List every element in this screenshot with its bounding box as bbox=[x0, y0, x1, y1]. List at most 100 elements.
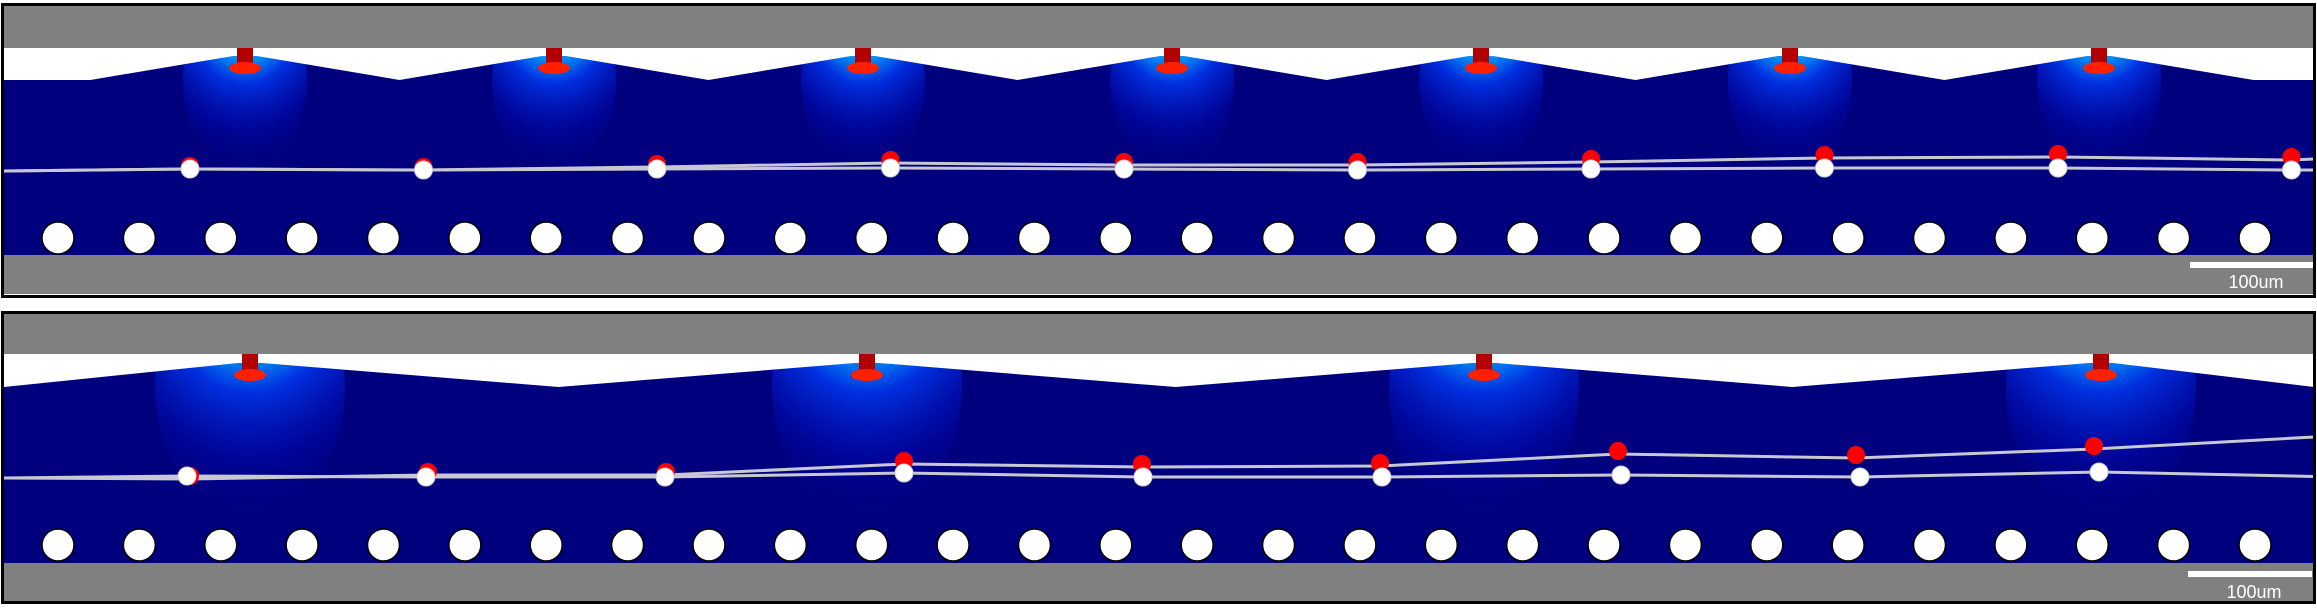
trajectory-red bbox=[4, 155, 2314, 173]
pillar bbox=[854, 528, 889, 562]
particle-white bbox=[416, 467, 436, 487]
panel-top: 100um bbox=[4, 6, 2314, 294]
pillar bbox=[692, 528, 726, 562]
particle-red bbox=[2049, 145, 2067, 163]
pillar bbox=[773, 221, 808, 255]
pillar bbox=[773, 528, 808, 562]
particle-white bbox=[1372, 467, 1392, 487]
pillar bbox=[448, 221, 482, 255]
particle-white bbox=[177, 466, 197, 486]
bottom-wall bbox=[4, 255, 2314, 294]
particle-white bbox=[1348, 160, 1367, 180]
pillar bbox=[529, 221, 563, 255]
pillar bbox=[1994, 528, 2028, 562]
pillar bbox=[1017, 528, 1052, 562]
particle-white bbox=[2048, 158, 2068, 178]
pillar bbox=[1017, 221, 1052, 255]
pillar bbox=[1261, 528, 1296, 562]
pillar bbox=[1261, 221, 1296, 255]
outlet-mouth bbox=[234, 369, 266, 381]
outlet-mouth bbox=[847, 62, 879, 74]
outlet-mouth bbox=[2085, 369, 2117, 381]
pillar bbox=[936, 528, 970, 562]
outlet-mouth bbox=[851, 369, 883, 381]
pillar bbox=[203, 528, 238, 562]
outlet-mouth bbox=[229, 62, 261, 74]
pillar bbox=[1912, 221, 1947, 255]
particle-trajectories bbox=[4, 435, 2314, 481]
pillar bbox=[692, 221, 726, 255]
pillar bbox=[1668, 221, 1703, 255]
panel-top-frame bbox=[1, 3, 2316, 298]
channel-roof bbox=[4, 48, 2314, 80]
particle-red bbox=[1847, 446, 1865, 464]
outlet-mouth bbox=[538, 62, 570, 74]
particle-white bbox=[1133, 467, 1153, 487]
pillar bbox=[366, 528, 401, 562]
pillar-array bbox=[41, 528, 2272, 562]
particle-white bbox=[655, 467, 675, 487]
pillar bbox=[1180, 528, 1214, 562]
pillar bbox=[1750, 528, 1784, 562]
outlets bbox=[234, 354, 2117, 381]
pillar bbox=[1994, 221, 2028, 255]
bottom-wall bbox=[4, 563, 2314, 601]
pillar bbox=[41, 221, 75, 255]
pillar bbox=[1750, 221, 1784, 255]
outlet-mouth bbox=[2083, 62, 2115, 74]
pillar bbox=[1424, 528, 1459, 562]
trajectory-red bbox=[4, 435, 2314, 481]
particles bbox=[180, 145, 2301, 180]
scale-bar-label: 100um bbox=[2228, 272, 2283, 292]
particle-red bbox=[1815, 146, 1834, 164]
pillar bbox=[1180, 221, 1214, 255]
scale-bar bbox=[2188, 571, 2312, 577]
pillar bbox=[1343, 221, 1377, 255]
particle-red bbox=[2282, 148, 2301, 166]
channel-roof bbox=[4, 354, 2314, 387]
pillar bbox=[2238, 528, 2272, 562]
pillar bbox=[1912, 528, 1947, 562]
pillar bbox=[2156, 221, 2191, 255]
particle-white bbox=[414, 160, 433, 180]
pillar bbox=[936, 221, 970, 255]
pillar bbox=[1587, 528, 1621, 562]
pillar bbox=[610, 528, 645, 562]
pillar bbox=[854, 221, 889, 255]
pillar bbox=[1099, 528, 1133, 562]
pillar bbox=[366, 221, 401, 255]
particle-white bbox=[2089, 462, 2109, 482]
particle-white bbox=[1611, 465, 1631, 485]
particle-white bbox=[647, 159, 667, 179]
particle-white bbox=[894, 463, 914, 483]
panel-bottom-frame bbox=[1, 311, 2316, 604]
pillar bbox=[1831, 221, 1865, 255]
particle-white bbox=[1114, 159, 1134, 179]
pillar bbox=[2238, 221, 2272, 255]
particle-white bbox=[881, 158, 900, 178]
pillar bbox=[2075, 221, 2110, 255]
pillar bbox=[122, 528, 157, 562]
pillar bbox=[1099, 221, 1133, 255]
pillar bbox=[2156, 528, 2191, 562]
particle-red bbox=[2085, 437, 2103, 455]
pillar bbox=[1343, 528, 1377, 562]
pillar bbox=[285, 221, 319, 255]
pillar bbox=[285, 528, 319, 562]
particles bbox=[177, 437, 2109, 487]
pillar bbox=[529, 528, 563, 562]
particle-white bbox=[1815, 158, 1834, 178]
outlet-mouth bbox=[1156, 62, 1188, 74]
particle-red bbox=[1609, 442, 1627, 460]
pillar bbox=[1505, 221, 1540, 255]
pillar bbox=[41, 528, 75, 562]
pillar-array bbox=[41, 221, 2272, 255]
top-wall bbox=[4, 6, 2314, 48]
outlet-mouth bbox=[1468, 369, 1500, 381]
outlet-mouth bbox=[1465, 62, 1497, 74]
panel-bottom: 100um bbox=[4, 314, 2314, 601]
outlets bbox=[229, 48, 2115, 74]
outlet-mouth bbox=[1774, 62, 1806, 74]
